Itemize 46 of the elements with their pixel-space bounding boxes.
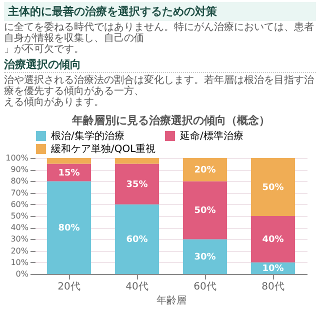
text: 」が不可欠です。: [4, 44, 85, 55]
data-label: 40%: [262, 235, 284, 246]
bar: [46, 181, 92, 274]
text: 治療選択の傾向: [4, 57, 316, 73]
bar: [250, 158, 296, 216]
x-tick-label: 20代: [58, 282, 80, 292]
y-tick-label: 50%: [10, 212, 29, 220]
x-tick-label: 80代: [262, 282, 284, 292]
bar: [114, 164, 160, 204]
y-tick-label: 60%: [10, 200, 29, 209]
data-label: 50%: [194, 206, 216, 216]
bar: [46, 158, 92, 164]
y-tick-label: 70%: [10, 188, 29, 198]
data-label: 10%: [262, 264, 284, 274]
y-tick-label: 80%: [10, 176, 29, 186]
legend-label: 根治/集学的治療: [51, 130, 124, 142]
text: える傾向があります。: [4, 97, 105, 108]
y-tick-label: 100%: [6, 154, 29, 162]
legend-label: 緩和ケア単独/QOL重視: [50, 143, 156, 155]
bar: [114, 204, 160, 274]
bar: [114, 158, 160, 164]
bar: [182, 239, 228, 274]
legend-label: 延命/標準治療: [179, 130, 244, 142]
text: 治や選択される治療法の割合は変化します。若年層は根治を目指す治療を優先する傾向がある一方、: [4, 75, 315, 97]
y-tick-label: 30%: [10, 234, 29, 244]
chart-title: 年齢層別に見る治療選択の傾向（概念）: [71, 114, 270, 127]
y-tick-label: 40%: [10, 223, 29, 232]
y-tick-label: 0%: [16, 270, 29, 278]
y-tick-label: 90%: [10, 165, 29, 174]
data-label: 20%: [194, 166, 216, 176]
data-label: 35%: [126, 180, 148, 190]
y-tick-label: 20%: [10, 246, 29, 256]
data-label: 80%: [58, 224, 80, 234]
y-tick-label: 10%: [10, 258, 29, 267]
data-label: 15%: [58, 168, 80, 178]
text: に全てを委ねる時代ではありません。特にがん治療においては、患者自身が情報を収集し、自己の価: [4, 22, 315, 44]
bar: [250, 216, 296, 262]
data-label: 30%: [194, 252, 216, 263]
x-axis-title: 年齢層: [156, 294, 186, 306]
data-label: 50%: [262, 183, 284, 193]
bar: [182, 181, 228, 240]
text: 主体的に最善の治療を選択するための対策: [4, 2, 316, 21]
data-label: 60%: [126, 235, 148, 246]
bar: [182, 158, 228, 182]
x-tick-label: 40代: [126, 282, 148, 292]
x-tick-label: 60代: [194, 282, 216, 292]
